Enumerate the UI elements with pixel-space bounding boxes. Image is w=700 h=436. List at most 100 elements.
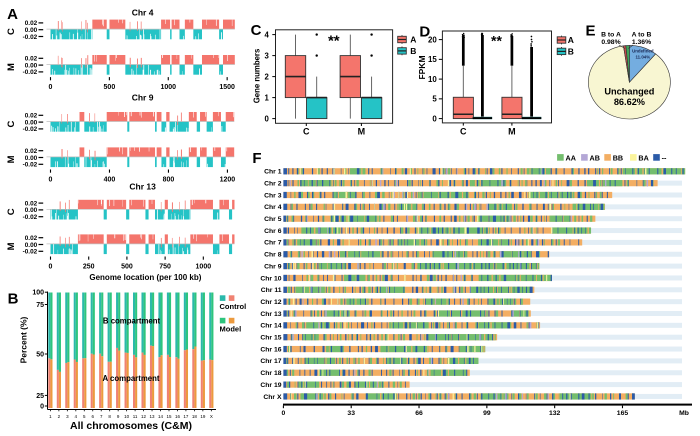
svg-text:-0.02: -0.02 bbox=[23, 69, 38, 76]
svg-text:0: 0 bbox=[432, 114, 437, 123]
svg-text:7: 7 bbox=[100, 414, 103, 419]
svg-text:400: 400 bbox=[104, 176, 116, 183]
svg-text:66: 66 bbox=[415, 410, 423, 417]
svg-text:3: 3 bbox=[264, 51, 269, 60]
svg-text:Chr X: Chr X bbox=[263, 394, 282, 401]
svg-text:BA: BA bbox=[638, 153, 648, 162]
svg-text:750: 750 bbox=[159, 263, 171, 270]
svg-text:A: A bbox=[7, 6, 18, 23]
svg-text:500: 500 bbox=[104, 84, 116, 91]
svg-text:14: 14 bbox=[158, 414, 164, 419]
svg-text:100: 100 bbox=[32, 290, 44, 297]
svg-text:Chr 19: Chr 19 bbox=[260, 382, 281, 389]
svg-text:20: 20 bbox=[428, 35, 437, 44]
svg-text:B: B bbox=[410, 46, 416, 56]
svg-text:0.02: 0.02 bbox=[25, 20, 38, 27]
svg-text:1200: 1200 bbox=[220, 176, 236, 183]
svg-text:-0.02: -0.02 bbox=[23, 126, 38, 133]
svg-text:Chr 10: Chr 10 bbox=[260, 275, 281, 282]
svg-text:E: E bbox=[585, 23, 595, 40]
svg-text:B: B bbox=[568, 46, 574, 56]
svg-text:X: X bbox=[210, 414, 213, 419]
svg-text:15: 15 bbox=[428, 55, 437, 64]
svg-text:5: 5 bbox=[83, 414, 86, 419]
svg-text:Chr 8: Chr 8 bbox=[264, 252, 282, 259]
svg-text:0: 0 bbox=[264, 114, 269, 123]
svg-text:11: 11 bbox=[133, 414, 138, 419]
svg-text:FPKM: FPKM bbox=[417, 55, 427, 79]
svg-text:Chr 5: Chr 5 bbox=[264, 216, 282, 223]
svg-text:--: -- bbox=[662, 153, 667, 162]
svg-text:A compartment: A compartment bbox=[103, 374, 160, 383]
svg-text:B compartment: B compartment bbox=[103, 317, 161, 326]
svg-text:C: C bbox=[303, 127, 310, 137]
svg-text:Chr 9: Chr 9 bbox=[264, 263, 282, 270]
svg-text:B to A: B to A bbox=[601, 32, 621, 39]
svg-text:Chr 17: Chr 17 bbox=[260, 358, 281, 365]
svg-text:0: 0 bbox=[49, 176, 53, 183]
svg-text:1500: 1500 bbox=[219, 84, 235, 91]
svg-text:M: M bbox=[6, 242, 17, 250]
svg-text:0.98%: 0.98% bbox=[601, 39, 620, 46]
svg-text:25: 25 bbox=[36, 393, 44, 400]
svg-text:5: 5 bbox=[432, 95, 437, 104]
svg-text:Chr 11: Chr 11 bbox=[261, 287, 282, 294]
svg-text:0.00: 0.00 bbox=[25, 62, 38, 69]
svg-text:Chr 16: Chr 16 bbox=[260, 346, 281, 353]
svg-text:C: C bbox=[251, 22, 262, 39]
svg-text:Model: Model bbox=[220, 325, 242, 334]
svg-text:0: 0 bbox=[282, 410, 286, 417]
svg-text:BB: BB bbox=[613, 153, 623, 162]
svg-text:Chr 7: Chr 7 bbox=[264, 240, 282, 247]
svg-text:86.62%: 86.62% bbox=[614, 97, 645, 107]
svg-text:AA: AA bbox=[566, 153, 576, 162]
svg-text:0.00: 0.00 bbox=[25, 207, 38, 214]
svg-text:Unchanged: Unchanged bbox=[604, 87, 654, 97]
svg-text:C: C bbox=[6, 120, 17, 127]
svg-text:-0.02: -0.02 bbox=[23, 34, 38, 41]
svg-text:0.02: 0.02 bbox=[25, 148, 38, 155]
svg-text:1: 1 bbox=[49, 414, 52, 419]
svg-text:Mb: Mb bbox=[679, 410, 689, 417]
svg-text:-0.02: -0.02 bbox=[23, 249, 38, 256]
svg-text:C: C bbox=[460, 127, 467, 137]
svg-text:13: 13 bbox=[150, 414, 156, 419]
svg-text:Chr 1: Chr 1 bbox=[264, 169, 282, 176]
svg-text:2: 2 bbox=[58, 414, 61, 419]
svg-text:10: 10 bbox=[428, 75, 437, 84]
svg-text:Control: Control bbox=[220, 302, 247, 311]
svg-text:4: 4 bbox=[75, 414, 78, 419]
svg-text:Chr 3: Chr 3 bbox=[264, 192, 282, 199]
svg-text:Chr 18: Chr 18 bbox=[260, 370, 281, 377]
svg-text:All chromosomes (C&M): All chromosomes (C&M) bbox=[70, 420, 192, 432]
svg-text:12: 12 bbox=[141, 414, 147, 419]
svg-text:9: 9 bbox=[117, 414, 120, 419]
svg-text:AB: AB bbox=[590, 153, 600, 162]
svg-text:Genome location (per 100 kb): Genome location (per 100 kb) bbox=[89, 273, 201, 282]
svg-text:33: 33 bbox=[347, 410, 355, 417]
svg-text:6: 6 bbox=[91, 414, 94, 419]
svg-text:132: 132 bbox=[549, 410, 561, 417]
svg-text:75: 75 bbox=[36, 302, 44, 309]
svg-text:0.00: 0.00 bbox=[25, 27, 38, 34]
svg-text:17: 17 bbox=[183, 414, 189, 419]
svg-text:0.00: 0.00 bbox=[25, 242, 38, 249]
svg-text:Chr 13: Chr 13 bbox=[260, 311, 281, 318]
svg-text:500: 500 bbox=[121, 263, 133, 270]
svg-text:C: C bbox=[6, 208, 17, 215]
svg-text:50: 50 bbox=[36, 351, 44, 358]
svg-text:**: ** bbox=[328, 33, 340, 50]
svg-text:1: 1 bbox=[264, 93, 269, 102]
svg-text:165: 165 bbox=[617, 410, 629, 417]
svg-text:**: ** bbox=[491, 33, 502, 49]
svg-text:Undefined: Undefined bbox=[632, 49, 654, 54]
svg-text:0.02: 0.02 bbox=[25, 235, 38, 242]
svg-text:Chr 9: Chr 9 bbox=[132, 93, 154, 103]
svg-text:-0.02: -0.02 bbox=[23, 214, 38, 221]
svg-text:16: 16 bbox=[175, 414, 181, 419]
svg-text:11.04%: 11.04% bbox=[635, 54, 650, 59]
svg-text:2: 2 bbox=[264, 72, 269, 81]
svg-text:3: 3 bbox=[66, 414, 69, 419]
svg-text:99: 99 bbox=[483, 410, 491, 417]
svg-text:0.02: 0.02 bbox=[25, 113, 38, 120]
